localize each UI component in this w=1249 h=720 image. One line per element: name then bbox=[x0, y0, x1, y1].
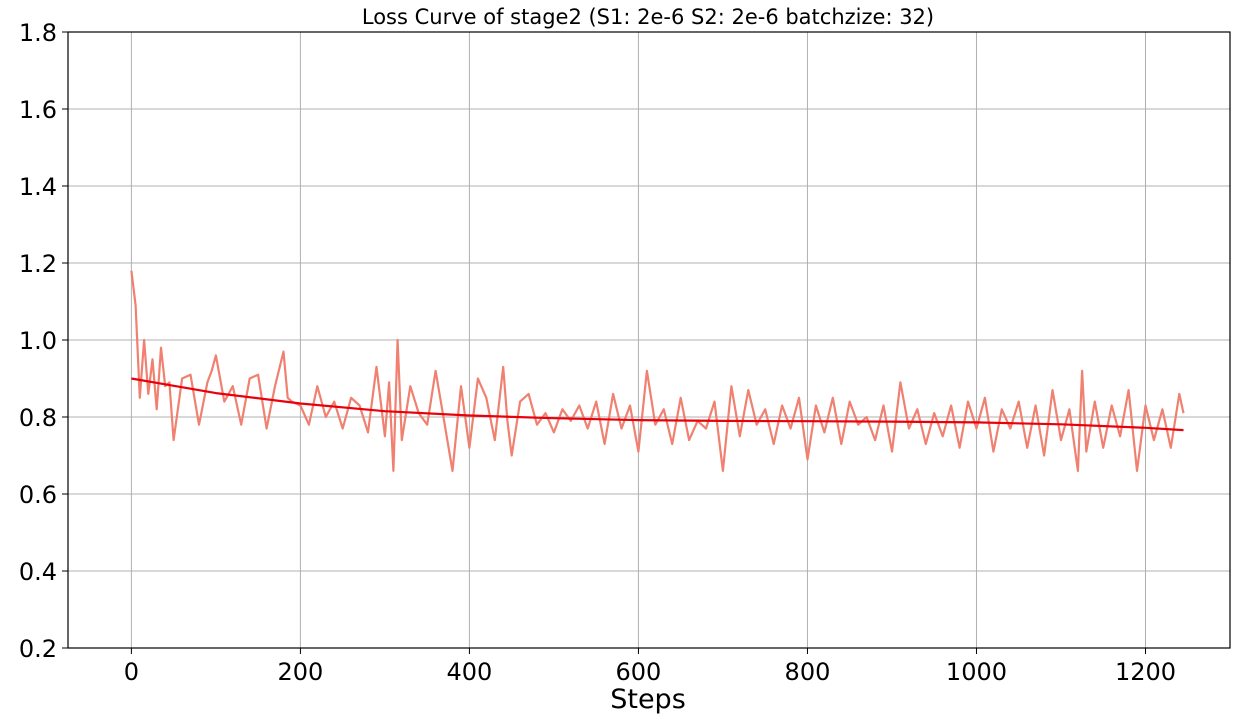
y-tick-label: 0.8 bbox=[19, 404, 57, 432]
y-tick-label: 1.2 bbox=[19, 250, 57, 278]
y-tick-label: 1.6 bbox=[19, 96, 57, 124]
x-tick-label: 800 bbox=[785, 658, 831, 686]
y-tick-label: 1.8 bbox=[19, 19, 57, 47]
y-tick-label: 0.2 bbox=[19, 635, 57, 663]
y-tick-label: 0.4 bbox=[19, 558, 57, 586]
x-axis-label: Steps bbox=[610, 684, 686, 715]
x-tick-label: 200 bbox=[277, 658, 323, 686]
y-tick-label: 1.0 bbox=[19, 327, 57, 355]
x-tick-label: 0 bbox=[124, 658, 139, 686]
y-tick-label: 0.6 bbox=[19, 481, 57, 509]
x-tick-label: 600 bbox=[616, 658, 662, 686]
raw-loss-line bbox=[130, 270, 1185, 472]
y-tick-label: 1.4 bbox=[19, 173, 57, 201]
chart-title: Loss Curve of stage2 (S1: 2e-6 S2: 2e-6 … bbox=[362, 5, 934, 29]
x-tick-label: 1200 bbox=[1115, 658, 1176, 686]
tick-layer: 0 200 400 600 800 1000 1200 0.2 0.4 0.6 0.8 1.0 1.2 1… bbox=[19, 19, 1176, 686]
x-tick-label: 400 bbox=[447, 658, 493, 686]
grid-layer bbox=[68, 31, 1230, 649]
series-layer bbox=[130, 270, 1185, 472]
x-tick-label: 1000 bbox=[946, 658, 1007, 686]
trend-loss-line bbox=[131, 377, 1184, 432]
